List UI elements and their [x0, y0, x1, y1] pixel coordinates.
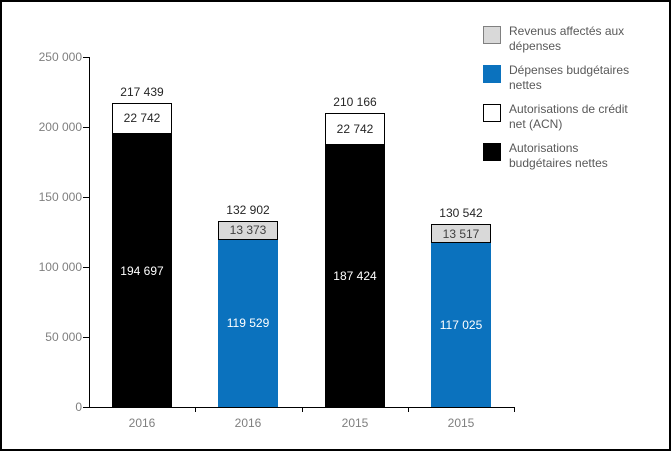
bar-total-label: 210 166: [333, 95, 377, 109]
x-axis-tick: [514, 407, 515, 412]
bar-segment-value-label: 117 025: [439, 318, 483, 333]
y-axis-tick: [83, 127, 89, 128]
bar-total-label: 130 542: [439, 206, 483, 220]
bar-segment-value-label: 22 742: [336, 121, 374, 136]
y-tick-label: 100 000: [38, 260, 82, 274]
y-tick-label: 50 000: [45, 330, 82, 344]
bar-segment: 13 373: [218, 220, 278, 240]
bar-segment-value-label: 22 742: [123, 111, 161, 126]
x-axis-tick: [195, 407, 196, 412]
x-axis-tick: [302, 407, 303, 412]
x-category-label: 2015: [341, 416, 369, 430]
bar-segment-value-label: 13 517: [442, 226, 480, 241]
x-category-label: 2016: [128, 416, 156, 430]
bar-segment: 22 742: [112, 102, 172, 135]
bar-total-label: 132 902: [226, 203, 270, 217]
y-tick-label: 250 000: [38, 50, 82, 64]
y-axis-tick: [83, 407, 89, 408]
legend-swatch: [483, 104, 501, 122]
legend-label: Autorisations de crédit net (ACN): [509, 102, 628, 131]
bar-segment-value-label: 13 373: [229, 223, 267, 238]
y-axis-tick: [83, 197, 89, 198]
bar-segment: 117 025: [431, 243, 491, 407]
bar-total-label: 217 439: [120, 85, 164, 99]
y-tick-label: 200 000: [38, 120, 82, 134]
legend-swatch: [483, 26, 501, 44]
legend-item: Autorisations budgétaires nettes: [483, 141, 665, 182]
legend-swatch: [483, 65, 501, 83]
y-axis-tick: [83, 337, 89, 338]
y-axis-tick: [83, 57, 89, 58]
y-tick-label: 150 000: [38, 190, 82, 204]
x-axis-tick: [408, 407, 409, 412]
legend-label: Revenus affectés aux dépenses: [509, 24, 625, 53]
bar-segment-value-label: 194 697: [120, 263, 164, 278]
bar-segment: 187 424: [325, 144, 385, 407]
legend-swatch: [483, 143, 501, 161]
legend-label: Autorisations budgétaires nettes: [509, 141, 608, 170]
y-axis-line: [89, 57, 90, 408]
y-axis-tick: [83, 267, 89, 268]
bar-segment: 13 517: [431, 224, 491, 244]
bar-segment-value-label: 119 529: [226, 316, 270, 331]
x-category-label: 2016: [234, 416, 262, 430]
bar-segment: 194 697: [112, 134, 172, 407]
legend-item: Dépenses budgétaires nettes: [483, 63, 665, 104]
bar-segment: 22 742: [325, 112, 385, 145]
chart-legend: Revenus affectés aux dépenses Dépenses bu…: [483, 24, 665, 182]
legend-label: Dépenses budgétaires nettes: [509, 63, 630, 92]
legend-item: Revenus affectés aux dépenses: [483, 24, 665, 65]
x-category-label: 2015: [447, 416, 475, 430]
bar-segment-value-label: 187 424: [333, 268, 377, 283]
y-tick-label: 0: [75, 400, 82, 414]
bar-segment: 119 529: [218, 239, 278, 407]
legend-item: Autorisations de crédit net (ACN): [483, 102, 665, 143]
